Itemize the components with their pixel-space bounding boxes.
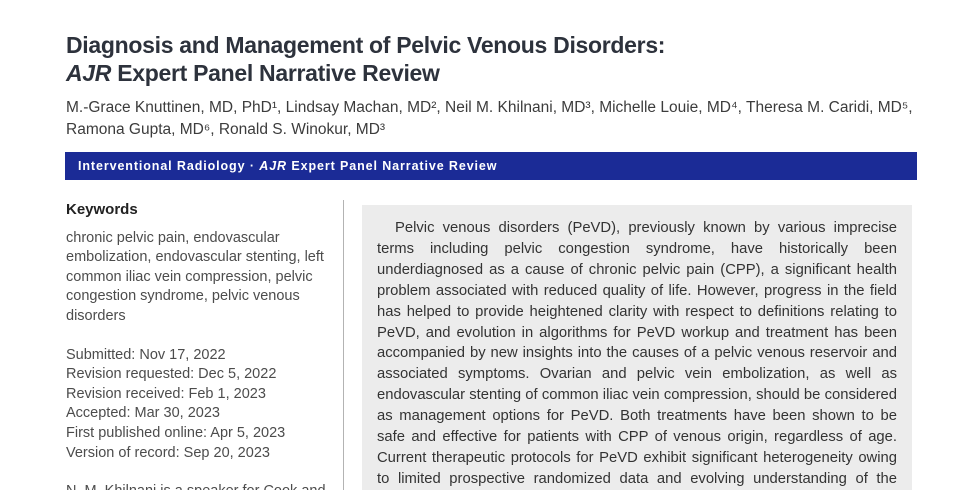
sidebar-divider	[343, 200, 344, 490]
date-version-of-record: Version of record: Sep 20, 2023	[66, 444, 270, 461]
date-first-published: First published online: Apr 5, 2023	[66, 424, 286, 441]
title-journal-name: AJR	[66, 60, 112, 86]
keywords-heading: Keywords	[66, 201, 138, 218]
disclosure-text: N. M. Khilnani is a speaker for Cook and…	[66, 482, 334, 490]
banner-journal-name: AJR	[259, 159, 287, 173]
date-revision-received: Revision received: Feb 1, 2023	[66, 385, 266, 402]
section-banner: Interventional Radiology · AJR Expert Pa…	[65, 152, 917, 180]
author-line-1: M.-Grace Knuttinen, MD, PhD¹, Lindsay Ma…	[66, 99, 913, 116]
keywords-text: chronic pelvic pain, endovascular emboli…	[66, 229, 324, 324]
abstract-panel: Pelvic venous disorders (PeVD), previous…	[362, 205, 912, 490]
abstract-text: Pelvic venous disorders (PeVD), previous…	[377, 220, 897, 487]
date-revision-requested: Revision requested: Dec 5, 2022	[66, 366, 277, 383]
banner-article-type: Expert Panel Narrative Review	[286, 159, 498, 173]
author-line-2: Ramona Gupta, MD⁶, Ronald S. Winokur, MD…	[66, 120, 386, 138]
title-line-2: Expert Panel Narrative Review	[111, 60, 440, 86]
title-line-1: Diagnosis and Management of Pelvic Venou…	[66, 32, 666, 58]
sidebar: Keywords chronic pelvic pain, endovascul…	[66, 200, 334, 490]
date-accepted: Accepted: Mar 30, 2023	[66, 405, 220, 422]
date-submitted: Submitted: Nov 17, 2022	[66, 346, 226, 363]
page-title: Diagnosis and Management of Pelvic Venou…	[66, 31, 926, 87]
submission-history: Submitted: Nov 17, 2022 Revision request…	[66, 346, 334, 464]
author-list: M.-Grace Knuttinen, MD, PhD¹, Lindsay Ma…	[66, 97, 926, 140]
banner-section-label: Interventional Radiology ·	[78, 159, 260, 173]
